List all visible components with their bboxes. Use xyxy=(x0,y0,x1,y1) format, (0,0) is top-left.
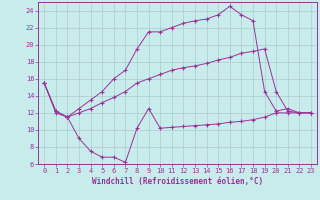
X-axis label: Windchill (Refroidissement éolien,°C): Windchill (Refroidissement éolien,°C) xyxy=(92,177,263,186)
